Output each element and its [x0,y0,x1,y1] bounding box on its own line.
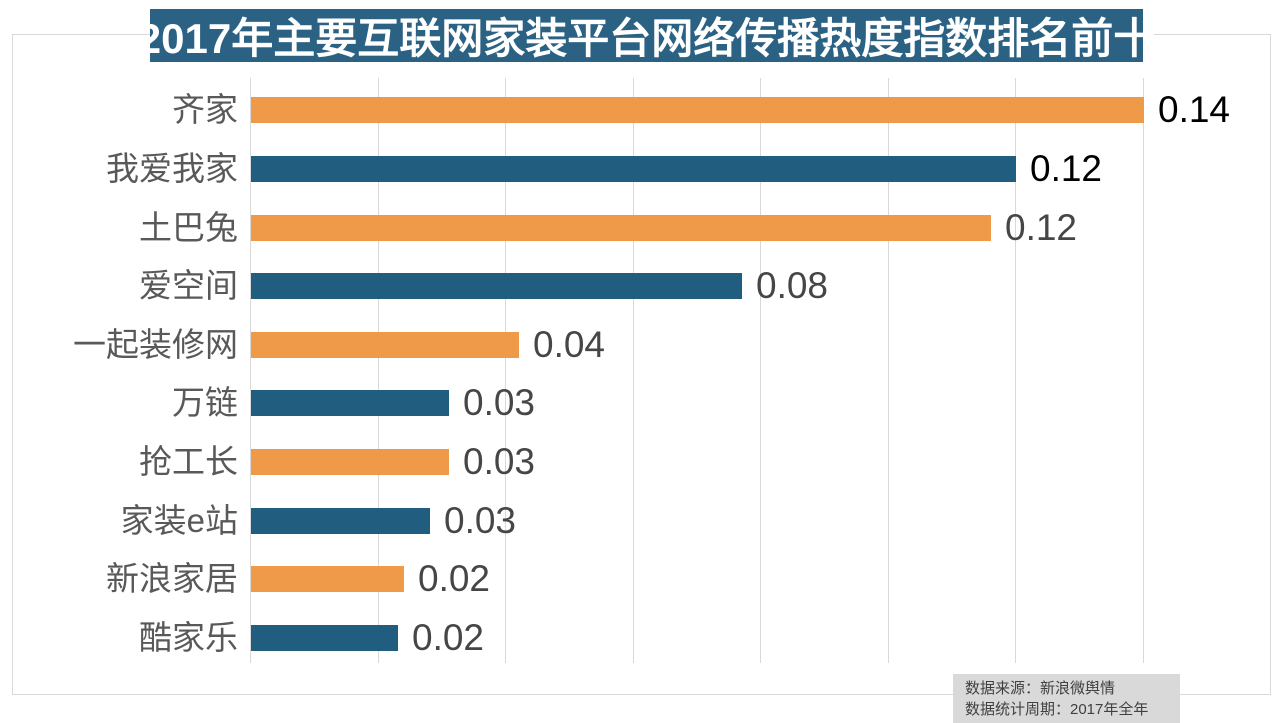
category-label: 新浪家居 [106,560,238,598]
category-label: 齐家 [172,91,238,129]
bar [251,448,449,475]
bar [251,624,398,651]
gridline [1015,78,1016,663]
plot-frame [12,34,1271,695]
value-label: 0.12 [1005,206,1078,248]
bar [251,507,430,534]
gridline [250,78,251,663]
gridline [1270,78,1271,663]
source-line-1: 数据来源：新浪微舆情 [965,680,1116,697]
value-label: 0.04 [533,323,606,365]
bar [251,97,1144,124]
value-label: 0.08 [756,265,829,307]
value-label: 0.02 [412,616,485,658]
category-label: 家装e站 [120,501,238,539]
value-label: 0.12 [1030,147,1103,189]
value-label: 0.03 [463,382,536,424]
gridline [1143,78,1144,663]
category-label: 我爱我家 [106,149,238,187]
bar [251,273,742,300]
category-label: 万链 [172,384,238,422]
value-label: 0.02 [418,558,491,600]
gridline [760,78,761,663]
bar [251,214,991,241]
chart-title-banner: 2017年主要互联网家装平台网络传播热度指数排名前十 [138,9,1155,62]
bar [251,155,1016,182]
source-line-2: 数据统计周期：2017年全年 [965,701,1149,718]
gridline [378,78,379,663]
value-label: 0.03 [463,440,536,482]
category-label: 土巴兔 [139,208,238,246]
chart-title-text: 2017年主要互联网家装平台网络传播热度指数排名前十 [137,15,1156,62]
value-label: 0.03 [444,499,517,541]
category-label: 爱空间 [139,267,238,305]
bar [251,566,404,593]
gridline [888,78,889,663]
gridline [505,78,506,663]
category-label: 酷家乐 [139,618,238,656]
gridline [633,78,634,663]
bar [251,331,519,358]
bar [251,390,449,417]
category-label: 一起装修网 [73,325,238,363]
source-note: 数据来源：新浪微舆情 数据统计周期：2017年全年 [953,674,1180,723]
value-label: 0.14 [1158,89,1231,131]
category-label: 抢工长 [139,442,238,480]
